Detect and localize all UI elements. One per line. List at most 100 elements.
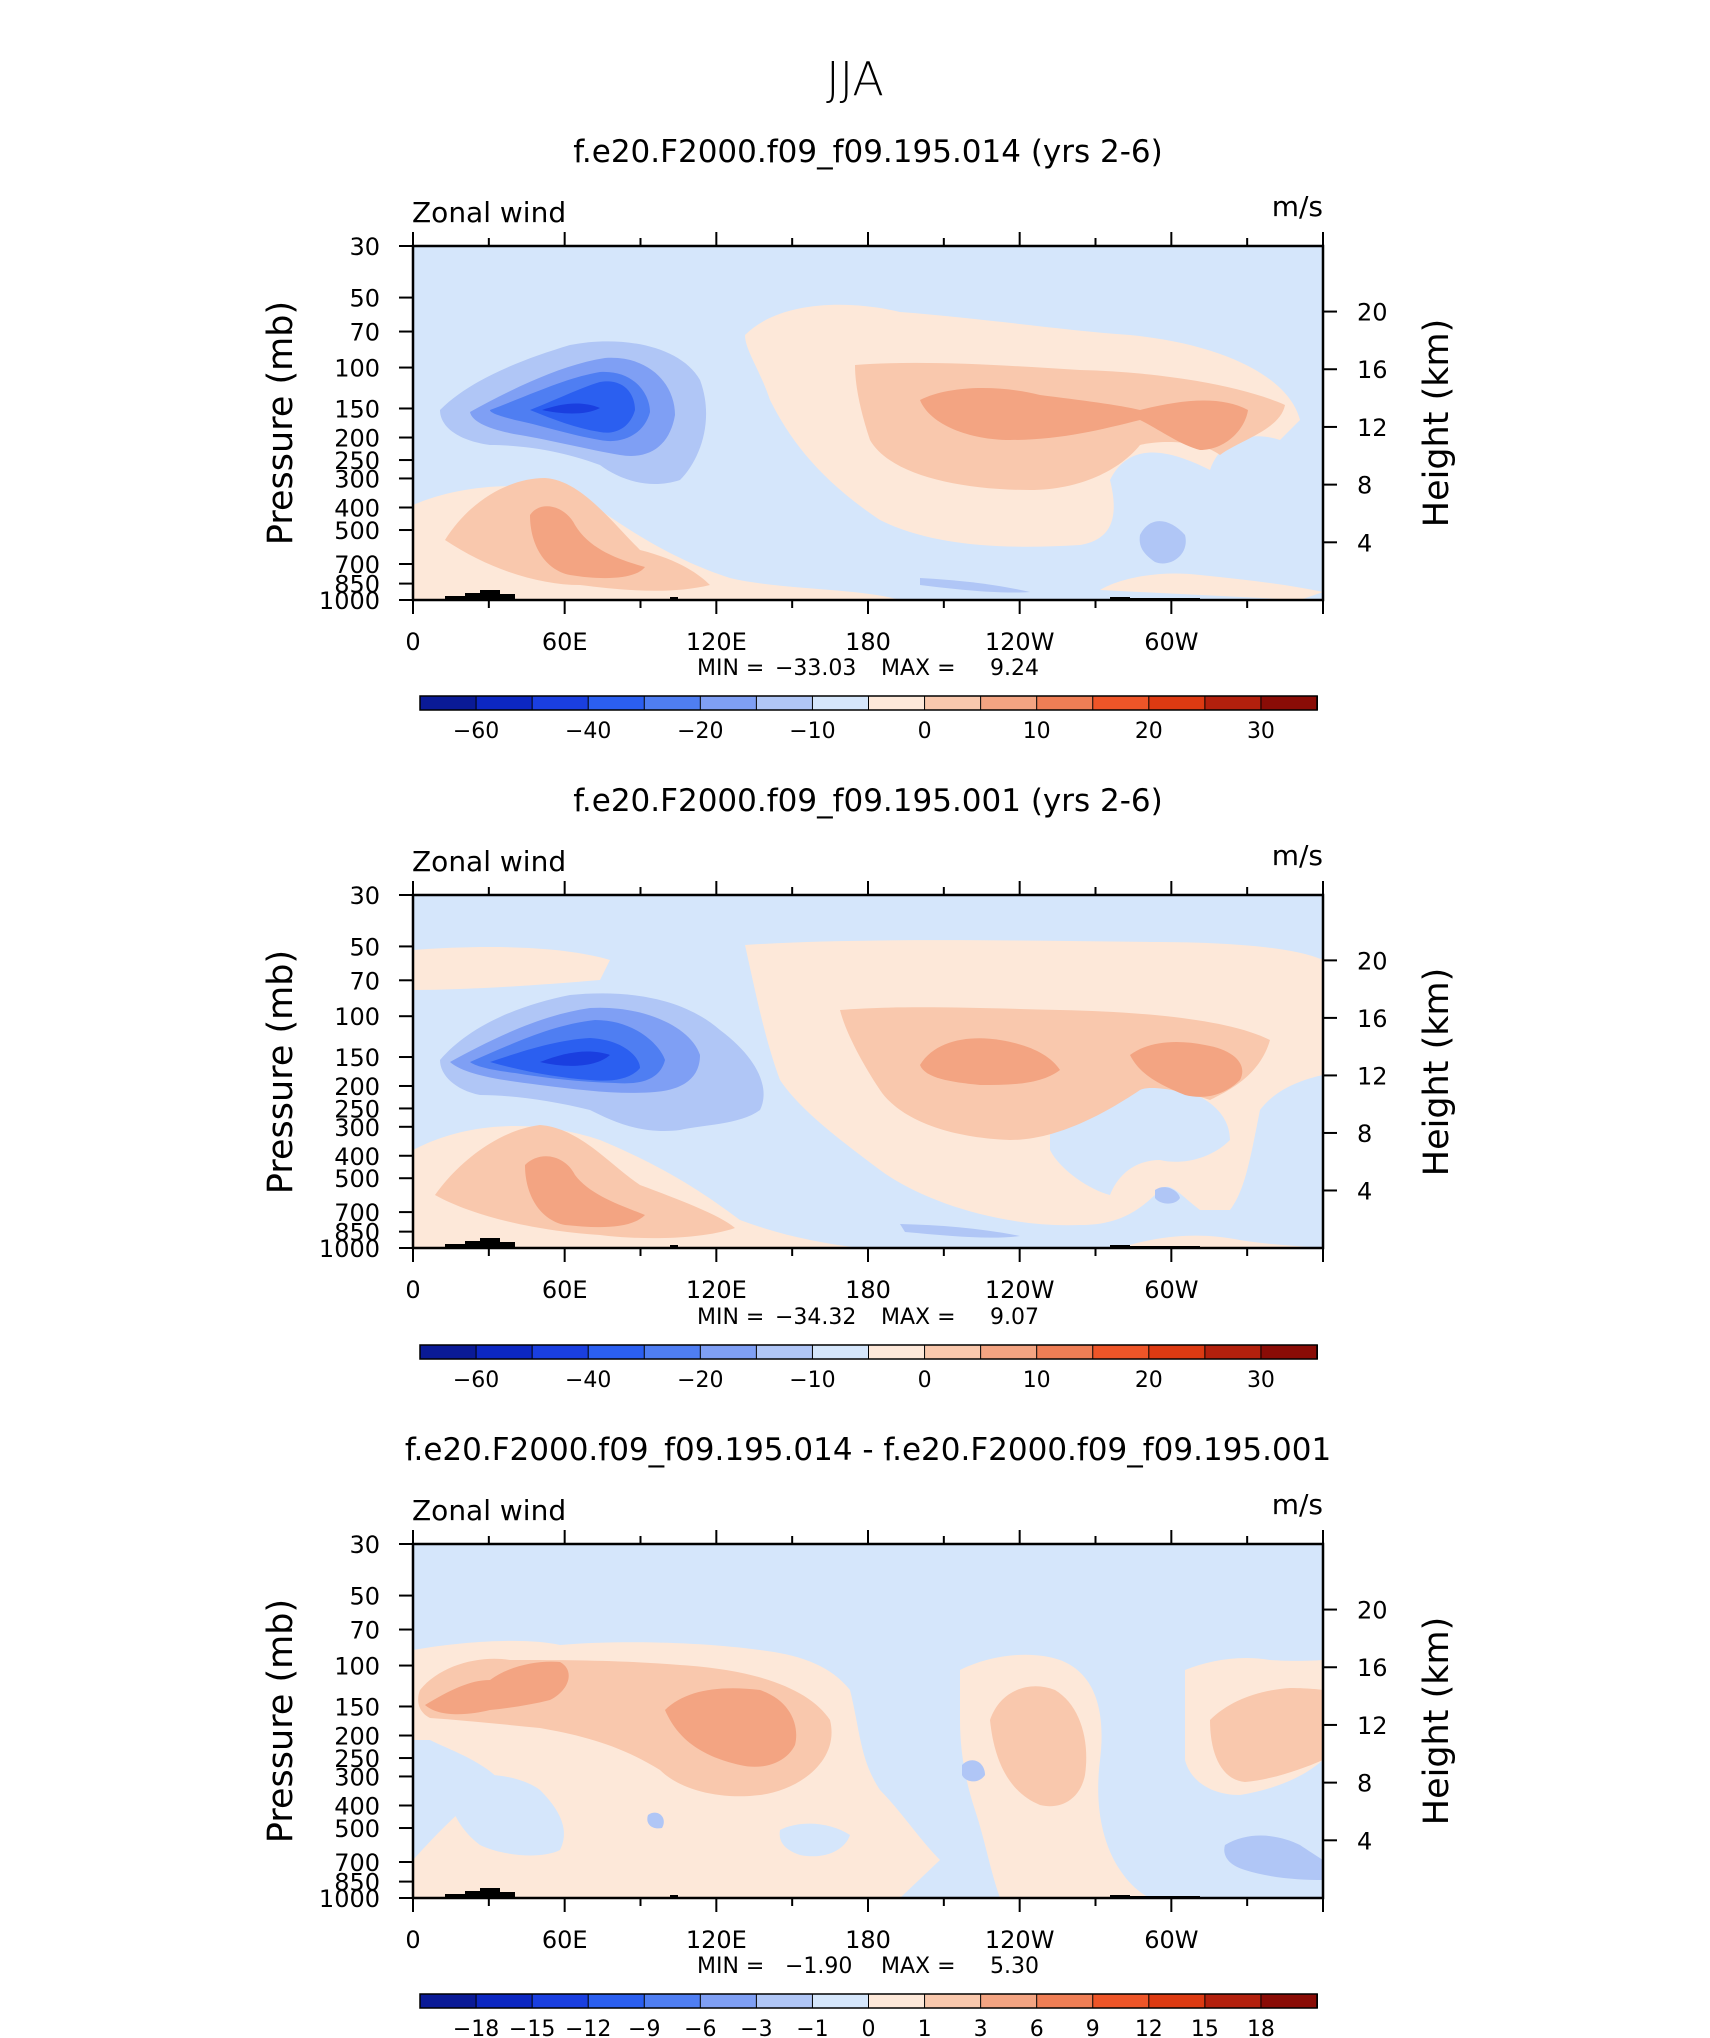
longitude-tick-labels: 0 60E 120E 180 120W 60W — [405, 628, 1198, 656]
colorbar-label: 30 — [1247, 1368, 1275, 1393]
colorbar-label: −40 — [565, 1368, 611, 1393]
contour-field — [413, 895, 1323, 1248]
y-tick-label: 200 — [334, 1723, 380, 1751]
height-tick-label: 8 — [1357, 472, 1372, 500]
figure-title: JJA — [826, 52, 884, 106]
x-tick-label: 0 — [405, 1276, 420, 1304]
contour-fill — [1130, 1042, 1243, 1097]
panel-title: f.e20.F2000.f09_f09.195.001 (yrs 2-6) — [573, 783, 1163, 819]
y-tick-label: 200 — [334, 1073, 380, 1101]
colorbar-label: −3 — [740, 2017, 772, 2038]
y-tick-label: 70 — [349, 967, 380, 995]
height-tick-label: 8 — [1357, 1770, 1372, 1798]
y-tick-label: 400 — [334, 1143, 380, 1171]
stats-line: MIN = −1.90 MAX = 5.30 — [697, 1954, 1039, 1979]
colorbar-swatch — [868, 1993, 926, 2009]
contour-fill — [449, 1774, 564, 1856]
y-tick-label: 150 — [334, 1693, 380, 1721]
y-tick-label: 1000 — [319, 587, 380, 615]
x-tick-label: 0 — [405, 628, 420, 656]
colorbar-label: 10 — [1023, 719, 1051, 744]
colorbar-label: 6 — [1030, 2017, 1044, 2038]
y-axis-right-label: Height (km) — [1417, 319, 1457, 528]
colorbar-swatch — [755, 1993, 814, 2009]
colorbar-label: 0 — [862, 2017, 876, 2038]
colorbar-swatch — [1204, 1993, 1262, 2009]
x-tick-label: 120E — [686, 628, 747, 656]
colorbar-swatch — [643, 1993, 702, 2009]
height-tick-labels: 20 16 12 8 4 — [1357, 947, 1388, 1205]
height-tick-label: 8 — [1357, 1120, 1372, 1148]
variable-label: Zonal wind — [412, 196, 566, 229]
contour-fill — [920, 1038, 1060, 1085]
max-label: MAX = — [881, 1954, 956, 1979]
colorbar-swatch — [1036, 1344, 1094, 1360]
colorbar-label: 18 — [1247, 2017, 1275, 2038]
variable-label: Zonal wind — [412, 845, 566, 878]
y-tick-label: 250 — [334, 447, 380, 475]
x-tick-label: 120W — [985, 1926, 1055, 1954]
y-tick-label: 100 — [334, 355, 380, 383]
y-tick-label: 200 — [334, 425, 380, 453]
colorbar-swatch — [811, 1993, 870, 2009]
x-tick-label: 60W — [1144, 1926, 1198, 1954]
panel-3: f.e20.F2000.f09_f09.195.014 - f.e20.F200… — [261, 1432, 1457, 2038]
y-tick-label: 250 — [334, 1745, 380, 1773]
max-value: 5.30 — [990, 1954, 1039, 1979]
colorbar-swatch — [699, 1993, 758, 2009]
height-tick-label: 20 — [1357, 299, 1388, 327]
colorbar-swatch — [1260, 1344, 1318, 1360]
x-tick-label: 120E — [686, 1926, 747, 1954]
colorbar-swatch — [531, 695, 590, 711]
colorbar-label: 10 — [1023, 1368, 1051, 1393]
colorbar-labels: −18 −15 −12 −9 −6 −3 −1 0 1 3 6 9 12 15 18 — [453, 2017, 1275, 2038]
colorbar — [419, 1344, 1318, 1360]
y-tick-label: 150 — [334, 395, 380, 423]
y-tick-label: 1000 — [319, 1885, 380, 1913]
colorbar-swatch — [1148, 1344, 1206, 1360]
colorbar-label: −40 — [565, 719, 611, 744]
contour-fill — [900, 1224, 1020, 1238]
x-tick-label: 0 — [405, 1926, 420, 1954]
colorbar-swatch — [924, 695, 982, 711]
height-tick-label: 20 — [1357, 1597, 1388, 1625]
x-tick-label: 120W — [985, 1276, 1055, 1304]
colorbar-label: −6 — [684, 2017, 716, 2038]
panel-2: f.e20.F2000.f09_f09.195.001 (yrs 2-6) Zo… — [261, 783, 1457, 1393]
colorbar-label: 15 — [1191, 2017, 1219, 2038]
colorbar-label: −60 — [453, 719, 499, 744]
height-tick-label: 4 — [1357, 529, 1372, 557]
colorbar-label: 20 — [1135, 1368, 1163, 1393]
x-tick-label: 60W — [1144, 628, 1198, 656]
x-tick-label: 120E — [686, 1276, 747, 1304]
contour-field — [413, 1544, 1323, 1898]
y-axis-right-label: Height (km) — [1417, 1617, 1457, 1826]
colorbar-swatch — [1092, 1344, 1150, 1360]
height-tick-label: 12 — [1357, 1062, 1388, 1090]
contour-fill — [1100, 573, 1323, 600]
colorbar-swatch — [924, 1344, 982, 1360]
colorbar-swatch — [924, 1993, 982, 2009]
max-label: MAX = — [881, 1305, 956, 1330]
contour-fill — [962, 1760, 985, 1782]
contour-fill — [530, 506, 645, 579]
min-label: MIN = — [697, 1954, 764, 1979]
y-axis-label: Pressure (mb) — [261, 301, 301, 545]
min-value: −33.03 — [775, 656, 856, 681]
longitude-tick-labels: 0 60E 120E 180 120W 60W — [405, 1926, 1198, 1954]
height-tick-label: 4 — [1357, 1827, 1372, 1855]
colorbar-swatch — [1092, 695, 1150, 711]
height-tick-label: 20 — [1357, 947, 1388, 975]
contour-fill — [413, 947, 610, 990]
colorbar-label: −12 — [565, 2017, 611, 2038]
colorbar-swatch — [643, 1344, 702, 1360]
y-tick-label: 500 — [334, 1815, 380, 1843]
panel-title: f.e20.F2000.f09_f09.195.014 (yrs 2-6) — [573, 134, 1163, 170]
y-tick-label: 300 — [334, 465, 380, 493]
contour-fill — [540, 1051, 610, 1066]
colorbar-swatch — [1204, 1344, 1262, 1360]
colorbar-swatch — [475, 695, 534, 711]
